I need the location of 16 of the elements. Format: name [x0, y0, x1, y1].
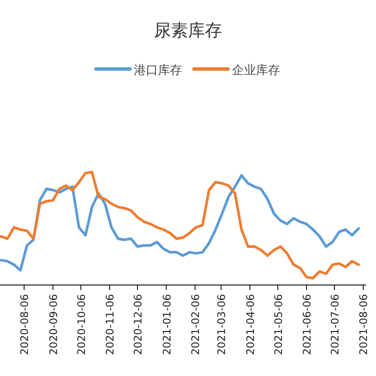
x-tick-label: 2021-05-06	[272, 294, 285, 356]
legend-label: 港口库存	[134, 63, 182, 77]
x-tick-label: 2021-04-06	[244, 294, 257, 356]
x-tick-label: 2021-07-06	[329, 294, 342, 356]
x-tick-label: 2021-06-06	[302, 294, 314, 356]
x-tick-label: 2021-02-06	[190, 294, 202, 356]
x-tick-label: 2021-08-06	[358, 294, 370, 356]
x-tick-label: 2020-08-06	[19, 294, 32, 356]
chart-title: 尿素库存	[154, 21, 222, 41]
x-tick-label: 2021-01-06	[161, 294, 174, 356]
x-tick-label: 2020-11-06	[104, 294, 117, 356]
legend-label: 企业库存	[232, 63, 280, 77]
x-tick-label: 2021-03-06	[216, 294, 228, 356]
x-tick-label: 2020-12-06	[132, 294, 144, 356]
x-tick-label: 2020-10-06	[76, 294, 88, 356]
x-tick-label: 2020-09-06	[48, 294, 60, 356]
